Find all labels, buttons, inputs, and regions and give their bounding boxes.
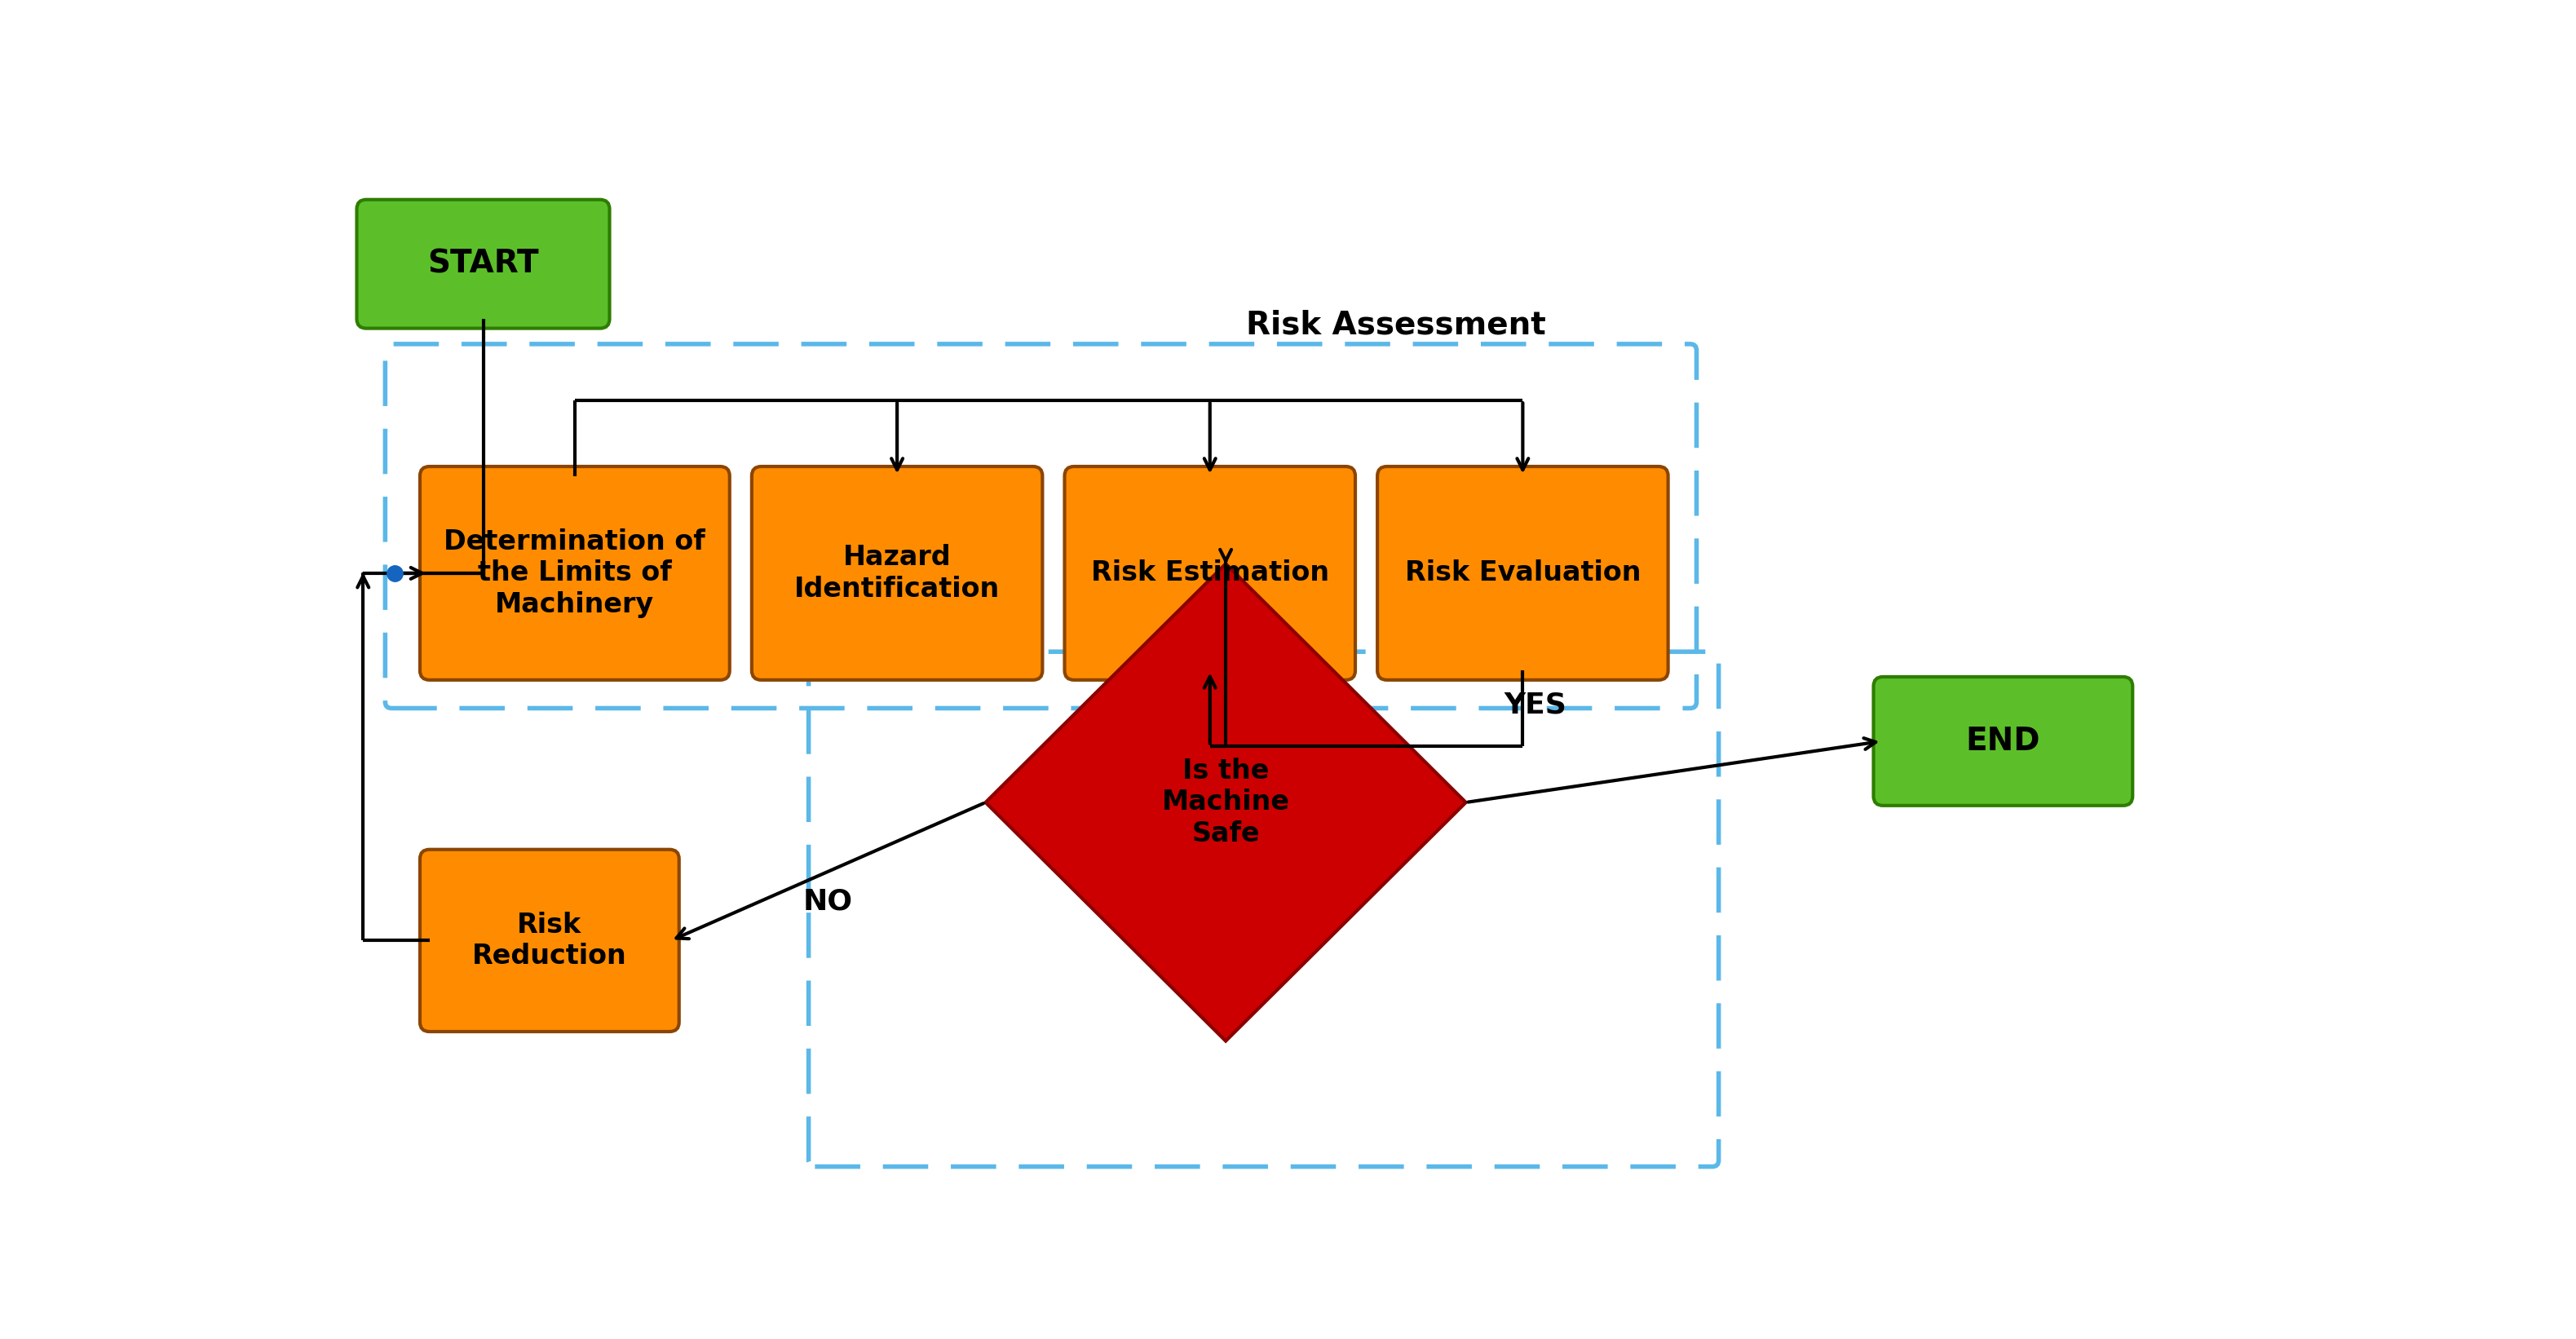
Text: END: END xyxy=(1965,726,2040,757)
FancyBboxPatch shape xyxy=(1873,676,2133,806)
Text: START: START xyxy=(428,249,538,280)
Text: Risk Assessment: Risk Assessment xyxy=(1247,309,1546,340)
Text: Determination of
the Limits of
Machinery: Determination of the Limits of Machinery xyxy=(443,529,706,617)
Text: Risk Evaluation: Risk Evaluation xyxy=(1404,560,1641,586)
FancyBboxPatch shape xyxy=(420,849,680,1031)
Text: Is the
Machine
Safe: Is the Machine Safe xyxy=(1162,758,1291,848)
Text: Risk
Reduction: Risk Reduction xyxy=(471,912,626,969)
FancyBboxPatch shape xyxy=(355,200,611,328)
Text: YES: YES xyxy=(1504,691,1566,719)
FancyBboxPatch shape xyxy=(752,466,1043,680)
Text: Risk Estimation: Risk Estimation xyxy=(1090,560,1329,586)
FancyBboxPatch shape xyxy=(420,466,729,680)
Text: Hazard
Identification: Hazard Identification xyxy=(793,544,999,603)
Polygon shape xyxy=(987,564,1466,1040)
FancyBboxPatch shape xyxy=(1064,466,1355,680)
Text: NO: NO xyxy=(804,888,853,916)
FancyBboxPatch shape xyxy=(1378,466,1669,680)
